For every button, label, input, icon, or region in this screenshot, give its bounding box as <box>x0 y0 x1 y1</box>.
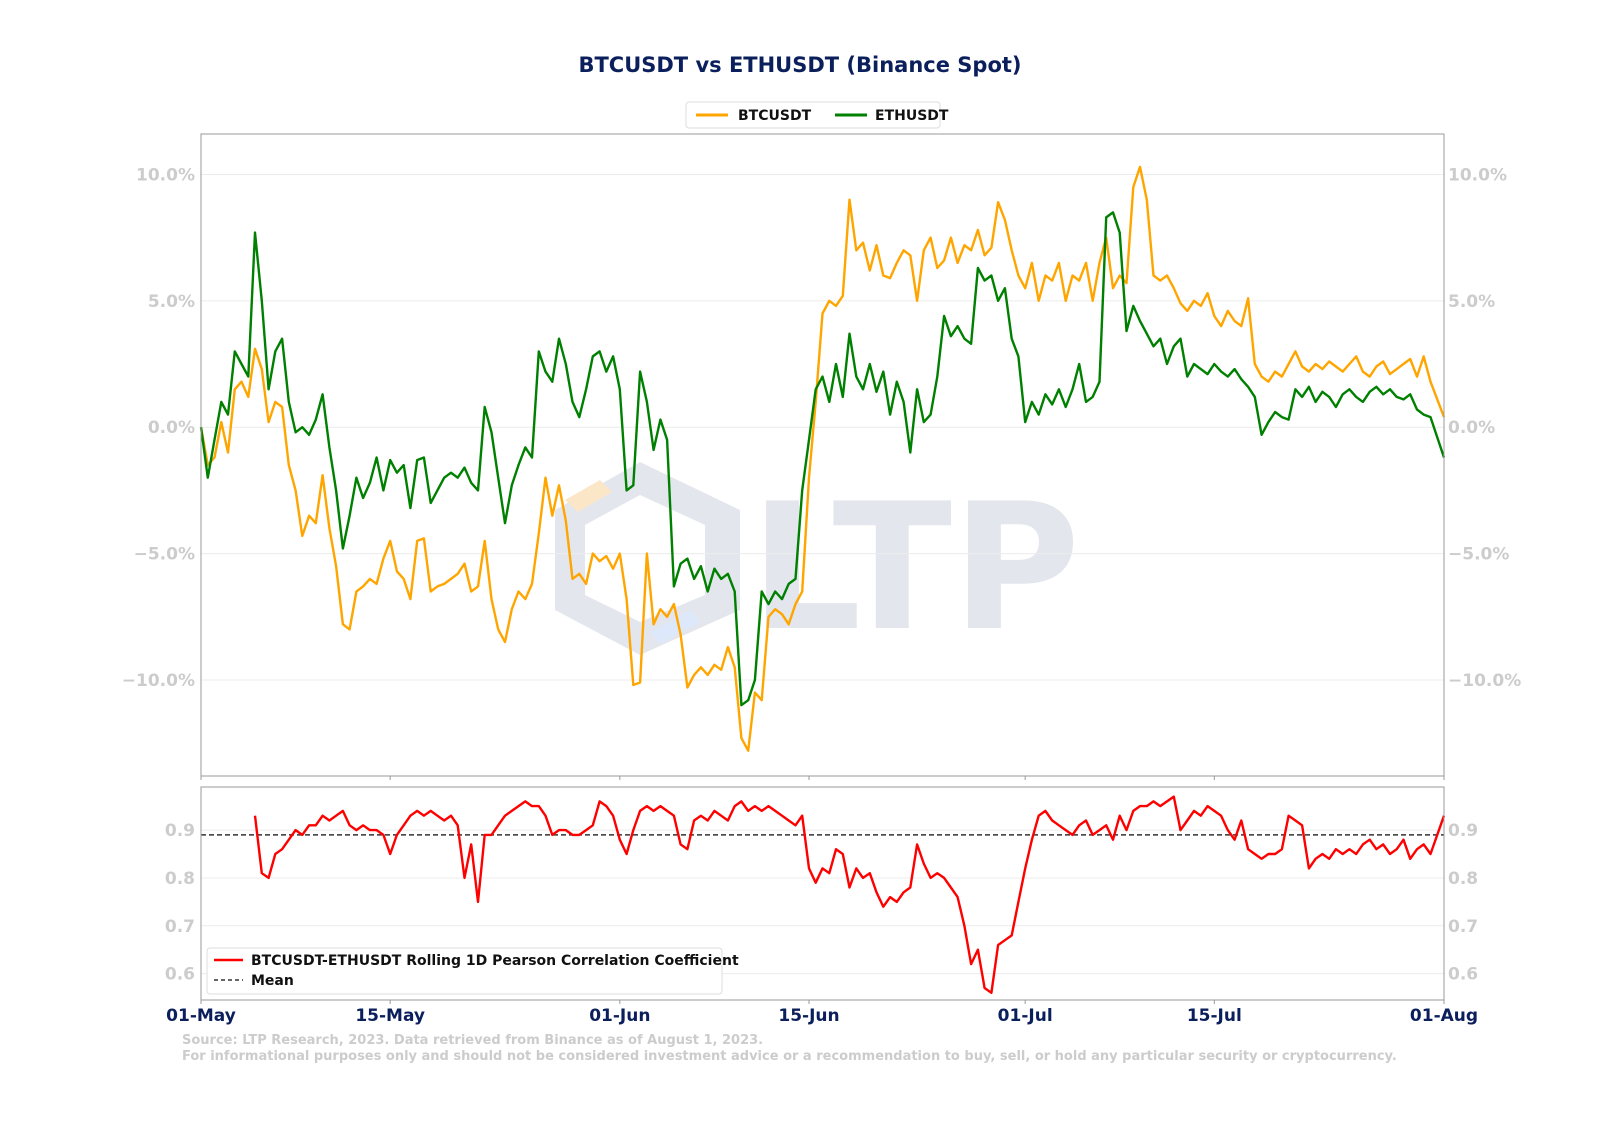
correlation-panel-frame <box>200 786 1445 1001</box>
price-panel-series <box>199 165 1446 752</box>
correlation-panel-left-y-ticks: 0.9 0.8 0.7 0.6 <box>165 821 195 985</box>
legend-ethusdt-label: ETHUSDT <box>875 108 949 124</box>
correlation-y-tick-label-left: 0.7 <box>165 917 195 937</box>
ethusdt-line <box>199 211 1446 707</box>
price-panel-right-y-ticks: 10.0% 5.0% 0.0% −5.0% −10.0% <box>1448 165 1521 691</box>
x-tick-label: 01-May <box>166 1006 236 1026</box>
price-legend: BTCUSDT ETHUSDT <box>685 101 949 129</box>
correlation-y-tick-label-right: 0.8 <box>1448 869 1478 889</box>
watermark-logo-accent-orange <box>565 480 612 512</box>
correlation-y-tick-label-right: 0.9 <box>1448 821 1478 841</box>
correlation-y-tick-label-right: 0.6 <box>1448 965 1478 985</box>
watermark-logo-accent-blue <box>650 610 700 644</box>
x-tick-label: 01-Aug <box>1410 1006 1478 1026</box>
price-y-tick-label-left: 0.0% <box>148 418 195 438</box>
watermark-hexagon-logo <box>555 462 740 655</box>
correlation-legend: BTCUSDT-ETHUSDT Rolling 1D Pearson Corre… <box>206 947 739 995</box>
price-y-tick-label-right: 10.0% <box>1448 165 1507 185</box>
correlation-y-tick-label-left: 0.8 <box>165 869 195 889</box>
x-tick-label: 15-Jul <box>1187 1006 1242 1026</box>
price-legend-box <box>685 101 941 129</box>
watermark-text: LTP <box>750 467 1080 670</box>
correlation-y-tick-label-right: 0.7 <box>1448 917 1478 937</box>
ltp-watermark-logo: LTP <box>555 462 1080 670</box>
price-change-panel: 10.0% 5.0% 0.0% −5.0% −10.0% 10.0% 5.0% 0.0% −5… <box>122 133 1521 777</box>
x-tick-label: 15-May <box>355 1006 425 1026</box>
price-y-tick-label-right: 0.0% <box>1448 418 1495 438</box>
correlation-panel-series <box>253 795 1446 994</box>
price-panel-frame <box>200 133 1445 777</box>
price-panel-gridlines <box>201 173 1444 681</box>
footer-disclaimer: For informational purposes only and shou… <box>182 1049 1397 1064</box>
legend-mean-label: Mean <box>251 973 294 989</box>
x-tick-label: 01-Jul <box>998 1006 1053 1026</box>
legend-btcusdt-label: BTCUSDT <box>738 108 812 124</box>
footer-source: Source: LTP Research, 2023. Data retriev… <box>182 1033 763 1048</box>
correlation-panel-right-y-ticks: 0.9 0.8 0.7 0.6 <box>1448 821 1478 985</box>
x-tick-label: 01-Jun <box>589 1006 650 1026</box>
price-y-tick-label-left: −10.0% <box>122 671 195 691</box>
correlation-panel: 0.9 0.8 0.7 0.6 0.9 0.8 0.7 0.6 BTCUSDT-ETHUSD… <box>165 786 1478 1001</box>
price-y-tick-label-right: −10.0% <box>1448 671 1521 691</box>
price-y-tick-label-left: −5.0% <box>134 545 195 565</box>
correlation-y-tick-label-left: 0.9 <box>165 821 195 841</box>
price-y-tick-label-left: 5.0% <box>148 292 195 312</box>
price-y-tick-label-right: −5.0% <box>1448 545 1509 565</box>
chart-title: BTCUSDT vs ETHUSDT (Binance Spot) <box>578 53 1021 77</box>
price-y-tick-label-right: 5.0% <box>1448 292 1495 312</box>
correlation-line <box>253 795 1446 994</box>
price-y-tick-label-left: 10.0% <box>136 165 195 185</box>
x-axis: 01-May 15-May 01-Jun 15-Jun 01-Jul 15-Jul 01-A… <box>166 776 1478 1026</box>
legend-correlation-label: BTCUSDT-ETHUSDT Rolling 1D Pearson Corre… <box>251 953 739 969</box>
price-panel-left-y-ticks: 10.0% 5.0% 0.0% −5.0% −10.0% <box>122 165 195 691</box>
correlation-legend-box <box>206 947 723 995</box>
correlation-y-tick-label-left: 0.6 <box>165 965 195 985</box>
btcusdt-line <box>199 165 1446 752</box>
x-tick-label: 15-Jun <box>778 1006 839 1026</box>
